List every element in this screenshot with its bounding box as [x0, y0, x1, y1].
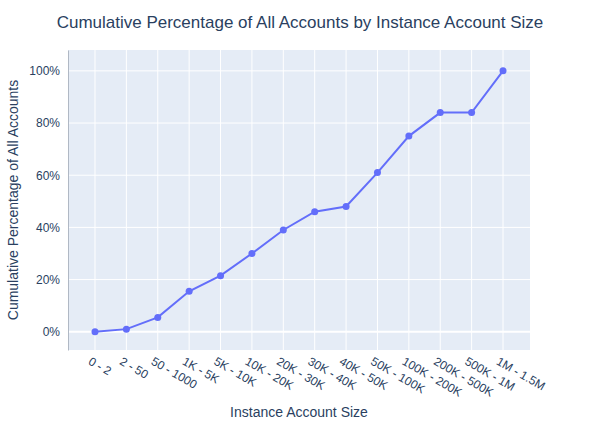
- x-grid-line: [471, 50, 472, 350]
- y-axis-line: [68, 51, 69, 351]
- x-grid-line: [314, 50, 315, 350]
- x-axis: 0 - 22 - 5050 - 10001K - 5K5K - 10K10K -…: [69, 350, 548, 400]
- y-grid-line: [68, 123, 530, 124]
- y-tick-label: 0%: [43, 325, 61, 339]
- data-point: [500, 67, 507, 74]
- data-point: [343, 203, 350, 210]
- x-tick: 2 - 50: [117, 350, 151, 382]
- y-tick: 60%: [36, 169, 68, 183]
- data-point: [311, 208, 318, 215]
- data-point: [91, 328, 98, 335]
- data-point: [437, 109, 444, 116]
- y-grid-line: [68, 175, 530, 176]
- x-grid-line: [220, 50, 221, 350]
- x-grid-line: [503, 50, 504, 350]
- y-tick: 20%: [36, 273, 68, 287]
- data-point: [374, 169, 381, 176]
- x-grid-line: [126, 50, 127, 350]
- grid: [68, 50, 530, 350]
- x-grid-line: [346, 50, 347, 350]
- data-point: [248, 250, 255, 257]
- y-tick: 80%: [36, 116, 68, 130]
- x-tick: 0 - 2: [86, 350, 114, 378]
- x-grid-line: [189, 50, 190, 350]
- chart-container: 0% 20% 40% 60% 80% 100% 0 - 22 - 5050 - 10001K…: [0, 0, 600, 428]
- data-point: [405, 133, 412, 140]
- x-grid-line: [377, 50, 378, 350]
- y-grid-line: [68, 227, 530, 228]
- y-grid-line: [68, 279, 530, 280]
- data-point: [123, 326, 130, 333]
- y-axis: 0% 20% 40% 60% 80% 100%: [29, 51, 68, 351]
- data-point: [217, 272, 224, 279]
- x-grid-line: [440, 50, 441, 350]
- plot-background: [68, 50, 530, 350]
- chart-title: Cumulative Percentage of All Accounts by…: [57, 13, 544, 32]
- x-tick-label: 1M - 1.5M: [494, 354, 548, 393]
- plot-area: [91, 67, 506, 335]
- x-tick-label: 2 - 50: [117, 354, 151, 382]
- chart-svg: 0% 20% 40% 60% 80% 100% 0 - 22 - 5050 - 10001K…: [0, 0, 600, 428]
- y-tick-label: 40%: [36, 221, 60, 235]
- x-axis-title: Instance Account Size: [230, 404, 368, 420]
- y-tick: 40%: [36, 221, 68, 235]
- x-grid-line: [157, 50, 158, 350]
- y-grid-line: [68, 70, 530, 71]
- data-point: [468, 109, 475, 116]
- y-tick-label: 20%: [36, 273, 60, 287]
- x-tick-label: 0 - 2: [86, 354, 114, 378]
- data-point: [154, 314, 161, 321]
- data-point: [186, 288, 193, 295]
- y-axis-title: Cumulative Percentage of All Accounts: [5, 80, 21, 320]
- x-grid-line: [251, 50, 252, 350]
- y-tick-label: 80%: [36, 116, 60, 130]
- page-background: [0, 0, 600, 428]
- y-tick-label: 60%: [36, 169, 60, 183]
- data-point: [280, 227, 287, 234]
- x-axis-line: [69, 350, 531, 351]
- x-grid-line: [408, 50, 409, 350]
- y-tick-label: 100%: [29, 64, 60, 78]
- y-tick: 0%: [43, 325, 68, 339]
- x-grid-line: [283, 50, 284, 350]
- x-grid-line: [94, 50, 95, 350]
- y-tick: 100%: [29, 64, 68, 78]
- data-line: [95, 71, 503, 332]
- y-grid-line: [68, 331, 530, 333]
- x-tick: 1M - 1.5M: [494, 350, 548, 393]
